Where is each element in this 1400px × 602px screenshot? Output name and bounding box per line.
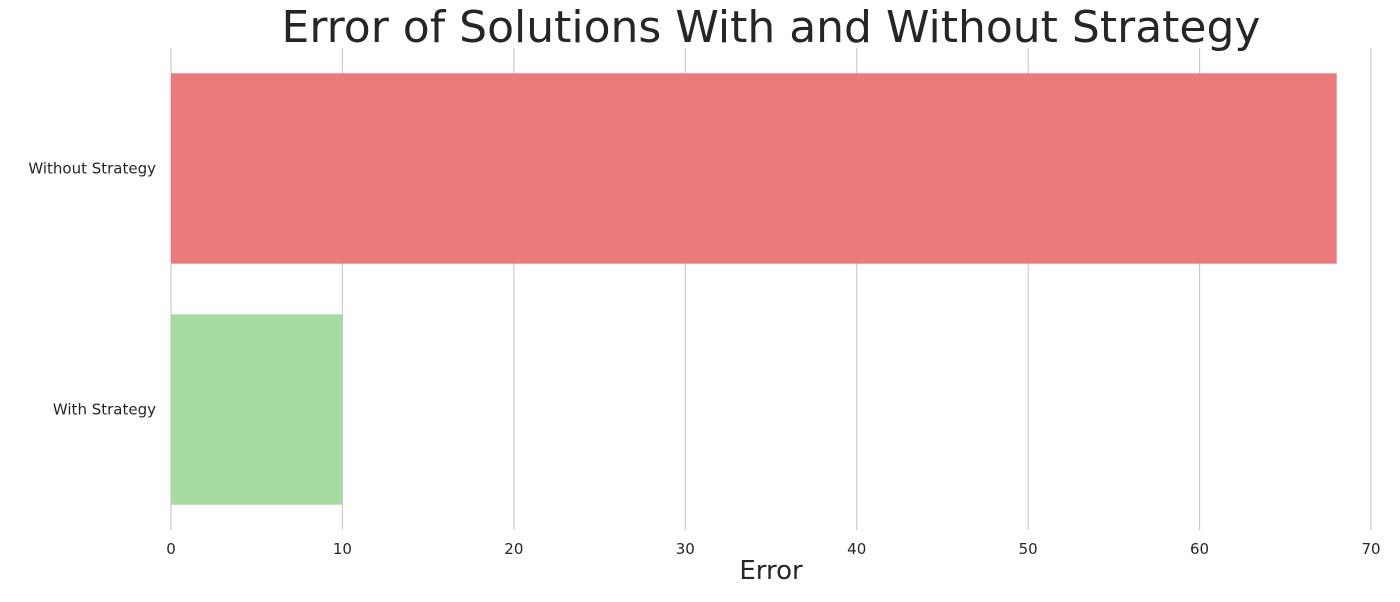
x-tick-label: 0 bbox=[166, 540, 176, 558]
bar-with-strategy bbox=[171, 314, 343, 505]
bars bbox=[171, 73, 1337, 505]
y-tick-label: Without Strategy bbox=[28, 160, 156, 178]
x-axis-label: Error bbox=[739, 556, 803, 586]
x-tick-label: 10 bbox=[333, 540, 352, 558]
chart-title: Error of Solutions With and Without Stra… bbox=[281, 2, 1261, 53]
x-tick-label: 70 bbox=[1361, 540, 1380, 558]
bar-without-strategy bbox=[171, 73, 1337, 264]
x-tick-label: 50 bbox=[1019, 540, 1038, 558]
x-tick-label: 60 bbox=[1190, 540, 1209, 558]
y-tick-label: With Strategy bbox=[53, 401, 156, 419]
x-tick-label: 40 bbox=[847, 540, 866, 558]
y-tick-labels: Without Strategy With Strategy bbox=[28, 160, 156, 419]
x-tick-label: 30 bbox=[676, 540, 695, 558]
x-tick-labels: 0 10 20 30 40 50 60 70 bbox=[166, 540, 1380, 558]
x-tick-label: 20 bbox=[504, 540, 523, 558]
